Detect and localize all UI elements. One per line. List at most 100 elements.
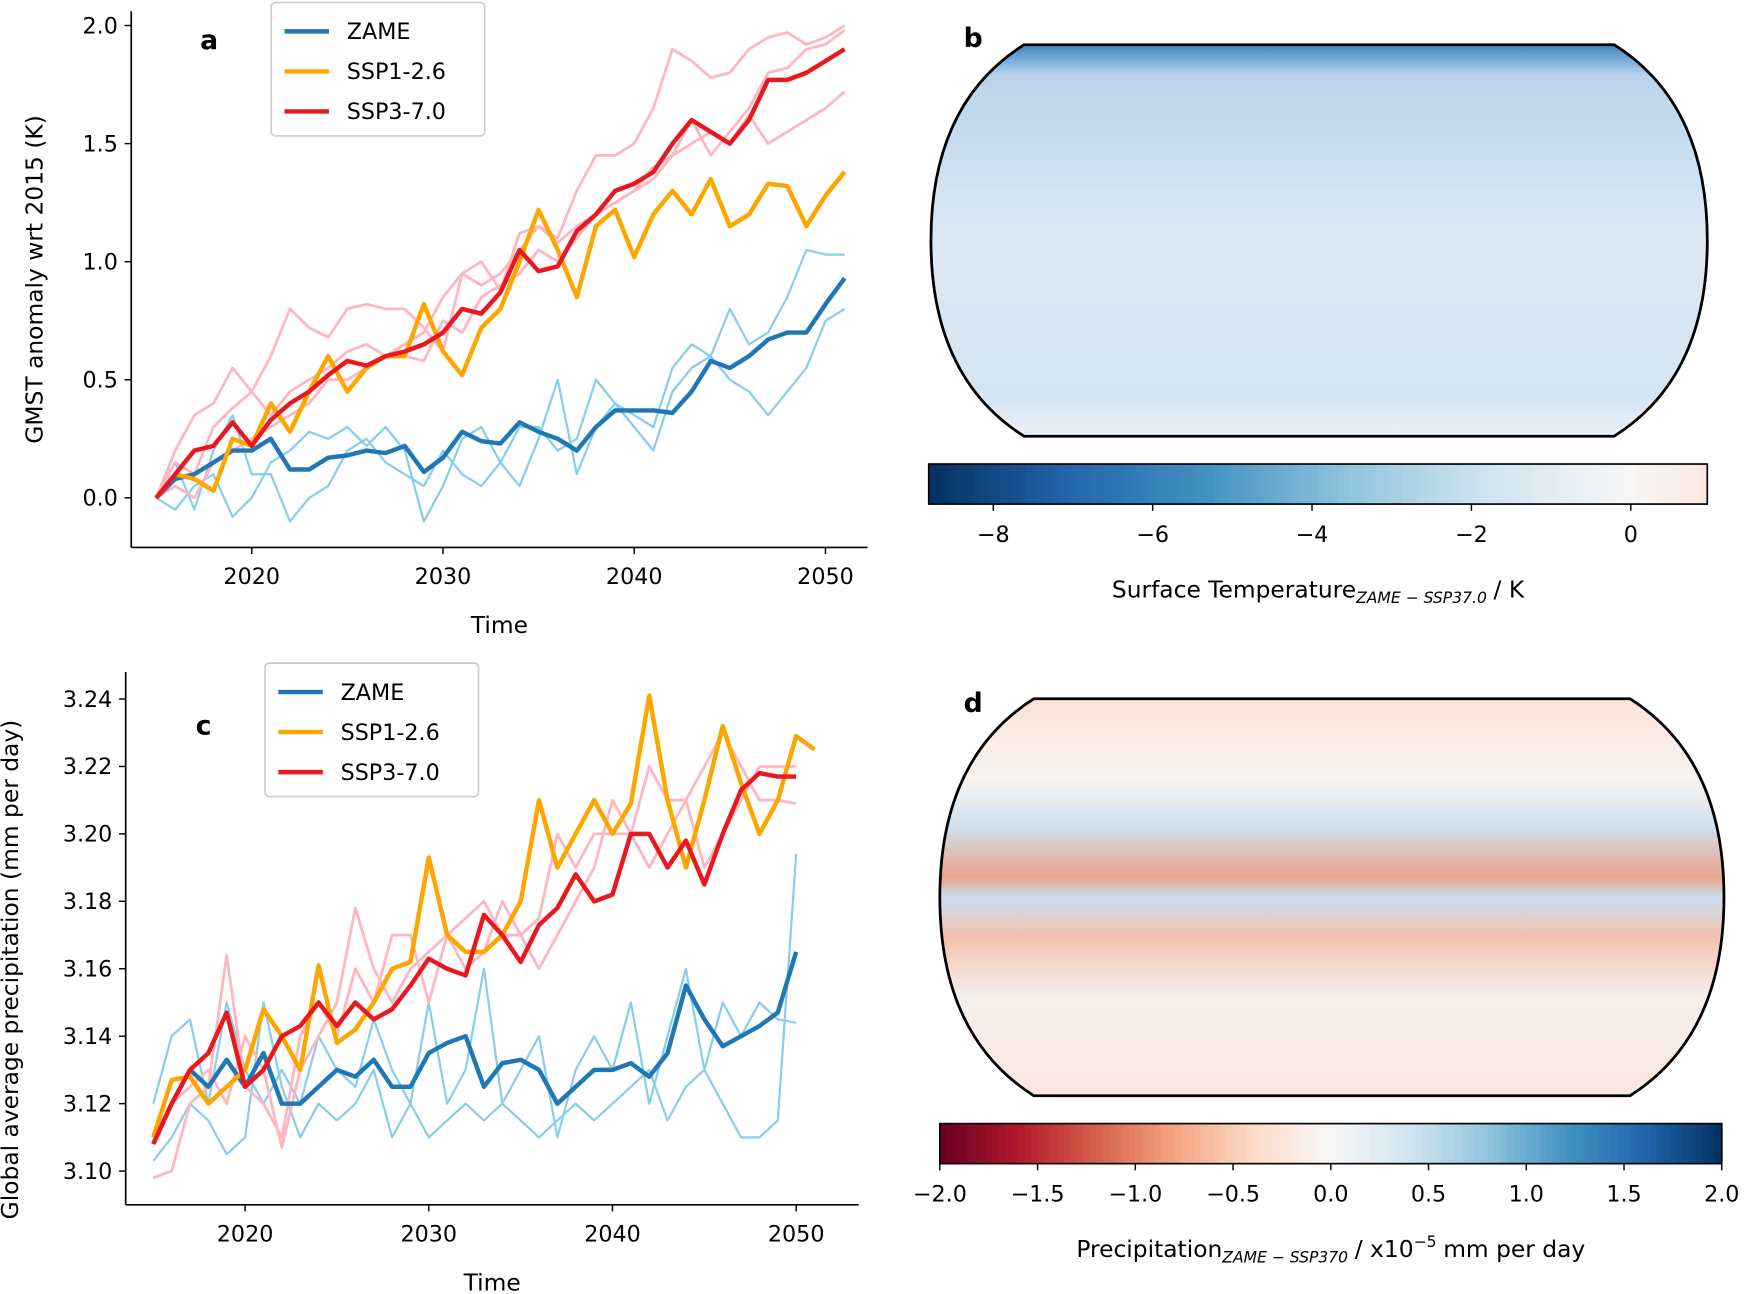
colorbar-cell (1584, 1123, 1593, 1164)
colorbar-cell (1096, 1123, 1104, 1164)
colorbar-cell (1330, 1123, 1338, 1164)
colorbar-tick-label: 1.0 (1509, 1181, 1544, 1207)
colorbar-cell (1167, 1123, 1176, 1164)
colorbar-cell (1650, 1123, 1658, 1164)
colorbar-cell (1376, 464, 1384, 505)
colorbar-cell (1676, 1123, 1684, 1164)
colorbar-cell (1519, 1123, 1527, 1164)
colorbar-cell (1083, 1123, 1091, 1164)
colorbar-cell (1389, 464, 1397, 505)
legend-label: ZAME (341, 680, 405, 706)
label-main: Precipitation (1076, 1235, 1222, 1263)
colorbar-cell (1655, 464, 1663, 505)
colorbar-cell (991, 1123, 1000, 1164)
colorbar-cell (1622, 464, 1631, 505)
colorbar-cell (1545, 1123, 1554, 1164)
colorbar-cell (1304, 1123, 1312, 1164)
colorbar-cell (1233, 1123, 1241, 1164)
colorbar-cell (1441, 1123, 1449, 1164)
legend-label: SSP1-2.6 (341, 720, 440, 746)
colorbar-cell (1057, 1123, 1065, 1164)
colorbar-cell (1473, 464, 1481, 505)
x-tick-label: 2030 (415, 564, 472, 590)
y-tick-label: 2.0 (83, 13, 118, 39)
colorbar-cell (1461, 1123, 1469, 1164)
colorbar-cell (1109, 1123, 1117, 1164)
colorbar-cell (1689, 1123, 1697, 1164)
colorbar-cell (1389, 1123, 1397, 1164)
colorbar-cell (1089, 1123, 1097, 1164)
colorbar-cell (1324, 1123, 1332, 1164)
colorbar-cell (1305, 464, 1313, 505)
colorbar-cell (1141, 1123, 1150, 1164)
colorbar-cell (928, 464, 936, 505)
colorbar-cell (1604, 1123, 1612, 1164)
colorbar-cell (1603, 464, 1611, 505)
series-line (151, 693, 816, 1139)
colorbar-cell (1110, 464, 1118, 505)
colorbar-cell (1434, 464, 1442, 505)
colorbar-cell (1700, 464, 1708, 505)
colorbar-cell (1506, 464, 1514, 505)
colorbar-cell (1278, 1123, 1286, 1164)
colorbar-cell (1175, 464, 1183, 505)
colorbar-cell (1265, 1123, 1273, 1164)
colorbar-cell (974, 464, 982, 505)
label-suffix: / K (1494, 576, 1525, 604)
colorbar-cell (1279, 464, 1287, 505)
colorbar-cell (1441, 464, 1449, 505)
colorbar-cell (1422, 1123, 1430, 1164)
series-line (152, 731, 797, 1180)
series-line (154, 47, 846, 500)
colorbar-cell (1149, 464, 1157, 505)
colorbar-cell (1142, 464, 1150, 505)
colorbar-cell (1486, 464, 1494, 505)
colorbar-cell (1206, 1123, 1215, 1164)
colorbar-cell (1011, 1123, 1019, 1164)
colorbar-cell (1480, 1123, 1488, 1164)
colorbar-cell (1318, 464, 1326, 505)
colorbar-cell (1538, 464, 1546, 505)
colorbar-cell (1148, 1123, 1156, 1164)
series-line (154, 24, 846, 499)
colorbar-cell (1123, 464, 1131, 505)
colorbar-cell (1532, 1123, 1540, 1164)
y-axis-label: Global average precipitation (mm per day… (0, 720, 24, 1220)
colorbar-cell (1018, 1123, 1026, 1164)
series-line (151, 770, 797, 1145)
colorbar-cell (1512, 464, 1520, 505)
colorbar-cell (1174, 1123, 1182, 1164)
colorbar-cell (1415, 1123, 1423, 1164)
colorbar-cell (1084, 464, 1092, 505)
series-line (154, 170, 847, 500)
map (938, 697, 1726, 1098)
colorbar-cell (1635, 464, 1644, 505)
label-main: Surface Temperature (1112, 576, 1356, 604)
colorbar-cell (1350, 464, 1358, 505)
colorbar-cell (1324, 464, 1332, 505)
colorbar-cell (1565, 1123, 1573, 1164)
colorbar-tick-label: −2 (1455, 522, 1488, 548)
colorbar-cell (987, 464, 995, 505)
colorbar-cell (1188, 464, 1196, 505)
colorbar-cell (1058, 464, 1066, 505)
x-tick-label: 2020 (223, 564, 280, 590)
colorbar-cell (1240, 464, 1248, 505)
colorbar-cell (1168, 464, 1176, 505)
colorbar-cell (1102, 1123, 1110, 1164)
label-subscript: ZAME − SSP370 (1221, 1249, 1348, 1267)
colorbar-cell (1637, 1123, 1645, 1164)
colorbar-cell (1154, 1123, 1163, 1164)
colorbar-tick-label: 0.5 (1411, 1181, 1446, 1207)
x-tick-label: 2050 (797, 564, 854, 590)
colorbar-cell (1076, 1123, 1084, 1164)
colorbar-tick-label: −2.0 (913, 1181, 967, 1207)
colorbar-cell (1000, 464, 1008, 505)
colorbar-cell (1005, 1123, 1013, 1164)
y-tick-label: 3.16 (63, 957, 113, 983)
colorbar-cell (1428, 464, 1436, 505)
colorbar-cell (1045, 464, 1053, 505)
colorbar-cell (1266, 464, 1274, 505)
colorbar-cell (1674, 464, 1683, 505)
